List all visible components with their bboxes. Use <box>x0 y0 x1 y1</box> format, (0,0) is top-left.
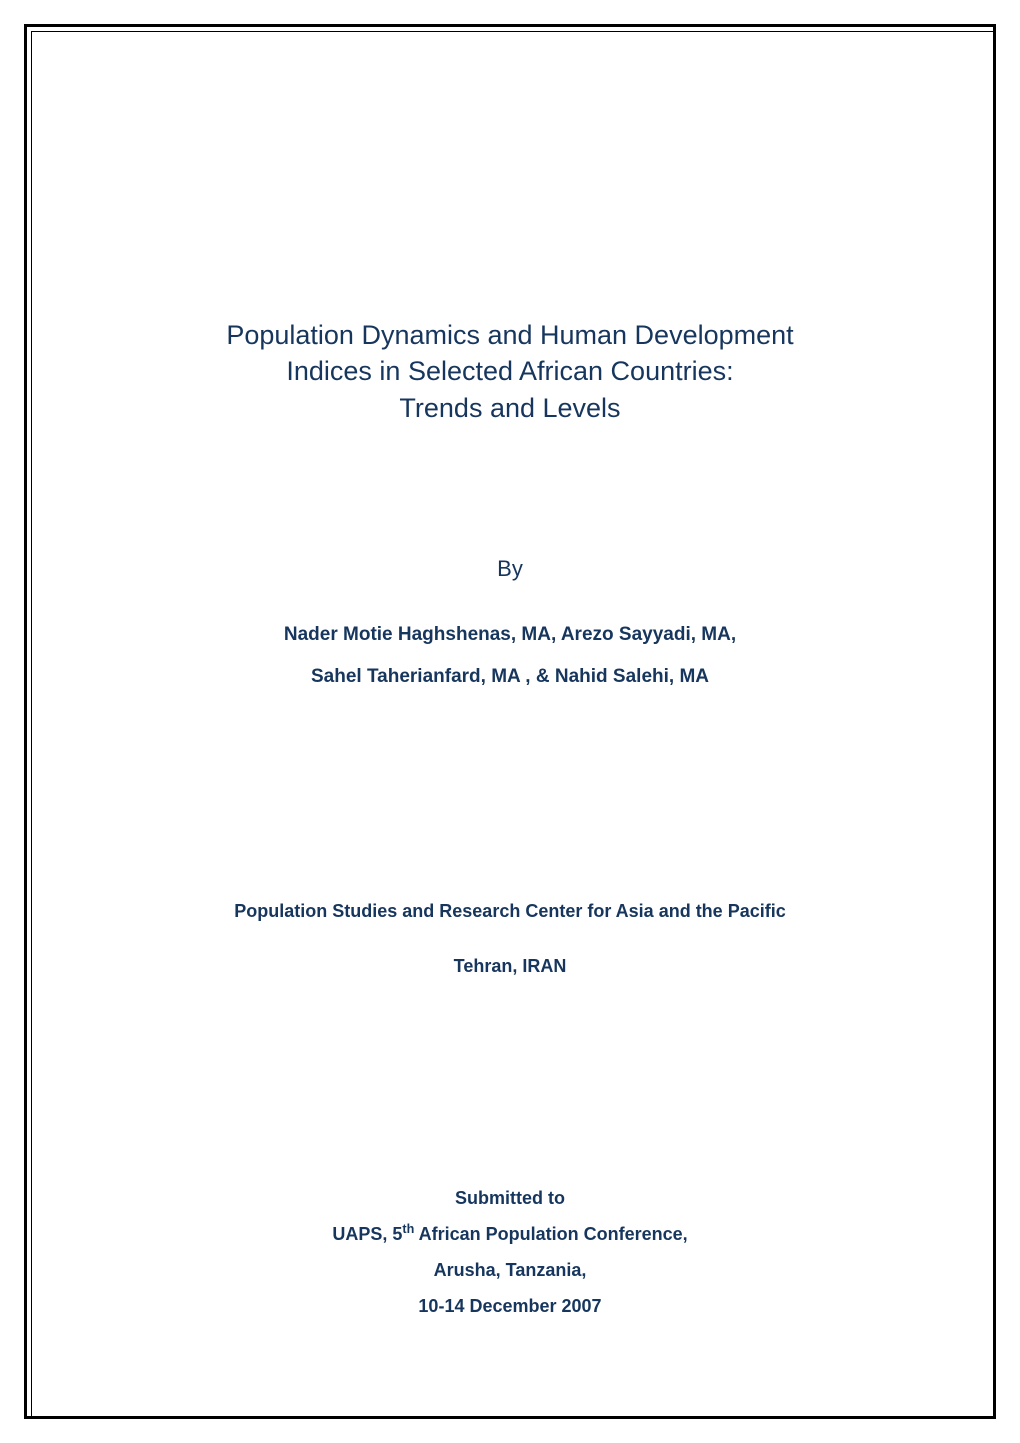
conference-prefix: UAPS, 5 <box>332 1224 402 1244</box>
institution-name: Population Studies and Research Center f… <box>230 898 790 925</box>
submission-block: Submitted to UAPS, 5th African Populatio… <box>107 1180 913 1324</box>
authors-line-1: Nader Motie Haghshenas, MA, Arezo Sayyad… <box>107 614 913 656</box>
submission-dates: 10-14 December 2007 <box>107 1288 913 1324</box>
submission-label: Submitted to <box>107 1180 913 1216</box>
institution-block: Population Studies and Research Center f… <box>107 898 913 980</box>
page-content: Population Dynamics and Human Developmen… <box>27 27 993 1416</box>
submission-venue: Arusha, Tanzania, <box>107 1252 913 1288</box>
title-line-1: Population Dynamics and Human Developmen… <box>107 317 913 353</box>
submission-conference: UAPS, 5th African Population Conference, <box>107 1216 913 1252</box>
title-line-2: Indices in Selected African Countries: <box>107 353 913 389</box>
conference-ordinal: th <box>402 1222 414 1236</box>
title-line-3: Trends and Levels <box>107 390 913 426</box>
authors-line-2: Sahel Taherianfard, MA , & Nahid Salehi,… <box>107 656 913 698</box>
conference-suffix: African Population Conference, <box>414 1224 687 1244</box>
page-outer-border: Population Dynamics and Human Developmen… <box>24 24 996 1419</box>
by-label: By <box>107 556 913 582</box>
institution-location: Tehran, IRAN <box>107 953 913 980</box>
authors-block: Nader Motie Haghshenas, MA, Arezo Sayyad… <box>107 614 913 698</box>
title-block: Population Dynamics and Human Developmen… <box>107 317 913 426</box>
